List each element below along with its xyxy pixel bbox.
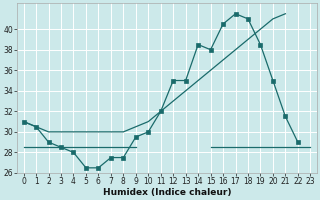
X-axis label: Humidex (Indice chaleur): Humidex (Indice chaleur) xyxy=(103,188,231,197)
